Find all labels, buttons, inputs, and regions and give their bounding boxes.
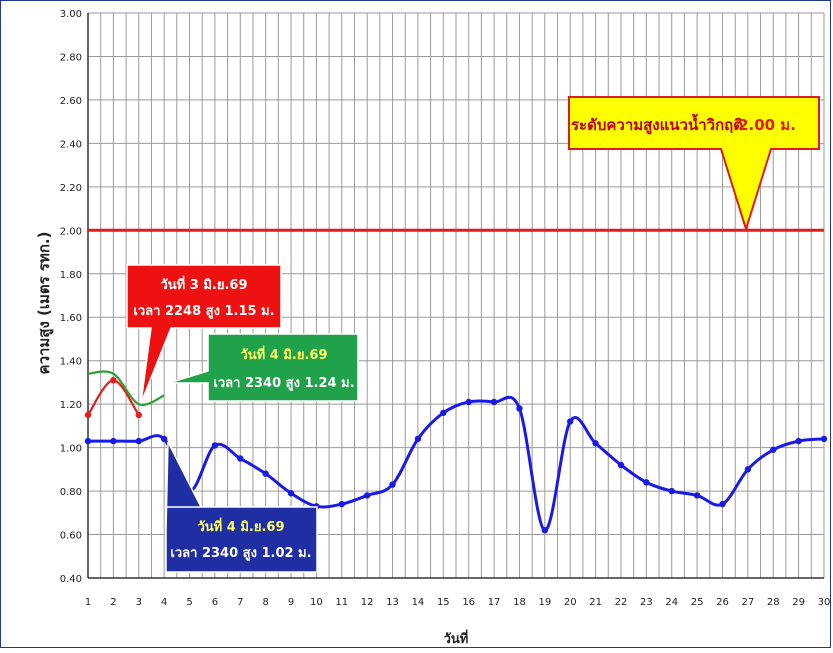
x-tick-label: 2	[110, 597, 116, 608]
x-tick-label: 7	[237, 597, 243, 608]
y-tick-label: 2.20	[60, 183, 82, 194]
blue-series-point	[338, 500, 345, 508]
y-tick-label: 1.60	[60, 313, 82, 324]
x-tick-label: 30	[818, 597, 831, 608]
x-tick-label: 14	[412, 597, 425, 608]
green-callout-line2: เวลา 2340 สูง 1.24 ม.	[213, 376, 354, 391]
x-tick-label: 15	[437, 597, 450, 608]
red-series-point	[84, 411, 92, 419]
blue-series-point	[440, 409, 447, 417]
blue-series-point	[770, 446, 777, 453]
x-tick-label: 11	[335, 597, 348, 608]
y-tick-label: 0.40	[60, 574, 82, 585]
blue-series-point	[617, 461, 625, 469]
x-tick-label: 1	[85, 597, 91, 608]
x-tick-label: 5	[186, 597, 192, 608]
x-tick-label: 3	[136, 597, 142, 608]
blue-series-point	[414, 435, 422, 443]
blue-series-point	[135, 437, 142, 445]
x-tick-label: 19	[538, 597, 551, 608]
blue-callout: วันที่ 4 มิ.ย.69 เวลา 2340 สูง 1.02 ม.	[165, 441, 318, 573]
blue-series-point	[465, 398, 472, 406]
y-tick-label: 2.80	[60, 52, 82, 63]
red-callout-line2: เวลา 2248 สูง 1.15 ม.	[133, 304, 274, 319]
x-tick-label: 29	[792, 597, 805, 608]
x-tick-label: 21	[589, 597, 602, 608]
blue-series-point	[516, 405, 523, 412]
green-callout-line1: วันที่ 4 มิ.ย.69	[240, 345, 327, 363]
y-tick-label: 1.20	[60, 400, 82, 411]
x-tick-label: 13	[386, 597, 399, 608]
threshold-callout: ระดับความสูงแนวน้ำวิกฤติ 2.00 ม.	[568, 96, 820, 233]
blue-series-point	[541, 526, 549, 534]
blue-series-point	[389, 481, 396, 488]
threshold-callout-text: ระดับความสูงแนวน้ำวิกฤติ	[571, 113, 743, 135]
y-tick-label: 1.00	[60, 444, 82, 455]
blue-callout-line1: วันที่ 4 มิ.ย.69	[197, 517, 284, 535]
blue-series-point	[160, 435, 168, 443]
red-series-point	[135, 411, 142, 419]
blue-series-point	[84, 437, 92, 445]
x-tick-label: 16	[462, 597, 475, 608]
blue-series-point	[795, 437, 802, 445]
x-tick-label: 8	[262, 597, 268, 608]
red-series-point	[110, 377, 117, 384]
blue-series-point	[643, 479, 650, 486]
threshold-callout-value: 2.00 ม.	[738, 116, 796, 134]
x-tick-label: 20	[564, 597, 577, 608]
blue-series-point	[363, 492, 371, 499]
blue-series-point	[668, 487, 675, 495]
x-tick-label: 4	[161, 597, 167, 608]
axis-ticks: 0.40 0.60 0.80 1.00 1.20 1.40 1.60 1.80 2.00 2.20…	[60, 9, 831, 608]
series-layer	[84, 370, 828, 534]
y-tick-label: 0.80	[60, 487, 82, 498]
x-tick-label: 18	[513, 597, 526, 608]
x-tick-label: 26	[716, 597, 729, 608]
y-axis-title: ความสูง (เมตร รทก.)	[35, 232, 54, 375]
y-tick-label: 2.40	[60, 139, 82, 150]
y-tick-label: 2.60	[60, 96, 82, 107]
y-tick-label: 0.60	[60, 531, 82, 542]
blue-series-point	[744, 466, 752, 473]
x-tick-label: 25	[691, 597, 704, 608]
x-axis-title: วันที่	[444, 629, 469, 647]
blue-series-point	[237, 455, 244, 462]
blue-series-point	[567, 418, 574, 425]
y-tick-label: 1.40	[60, 357, 82, 368]
y-tick-label: 2.00	[60, 226, 82, 237]
red-callout: วันที่ 3 มิ.ย.69 เวลา 2248 สูง 1.15 ม.	[126, 264, 282, 404]
blue-series-point	[592, 440, 599, 447]
x-tick-label: 6	[212, 597, 218, 608]
x-tick-label: 23	[640, 597, 653, 608]
x-tick-label: 24	[665, 597, 678, 608]
red-callout-line1: วันที่ 3 มิ.ย.69	[160, 275, 247, 293]
green-series-line	[87, 370, 165, 406]
blue-series-point	[490, 398, 498, 406]
green-callout: วันที่ 4 มิ.ย.69 เวลา 2340 สูง 1.24 ม.	[168, 333, 359, 402]
blue-series-point	[719, 500, 726, 508]
x-tick-label: 27	[741, 597, 754, 608]
blue-series-point	[693, 492, 701, 499]
x-tick-label: 12	[361, 597, 374, 608]
x-tick-label: 17	[488, 597, 501, 608]
y-tick-label: 3.00	[60, 9, 82, 20]
x-tick-label: 22	[615, 597, 628, 608]
x-tick-label: 28	[767, 597, 780, 608]
blue-series-point	[287, 490, 295, 497]
blue-callout-line2: เวลา 2340 สูง 1.02 ม.	[170, 546, 311, 561]
blue-series-point	[110, 437, 117, 445]
blue-series-point	[211, 442, 219, 449]
blue-series-point	[262, 470, 269, 477]
x-tick-label: 9	[288, 597, 294, 608]
x-tick-label: 10	[310, 597, 323, 608]
y-tick-label: 1.80	[60, 270, 82, 281]
blue-series-point	[820, 435, 828, 443]
